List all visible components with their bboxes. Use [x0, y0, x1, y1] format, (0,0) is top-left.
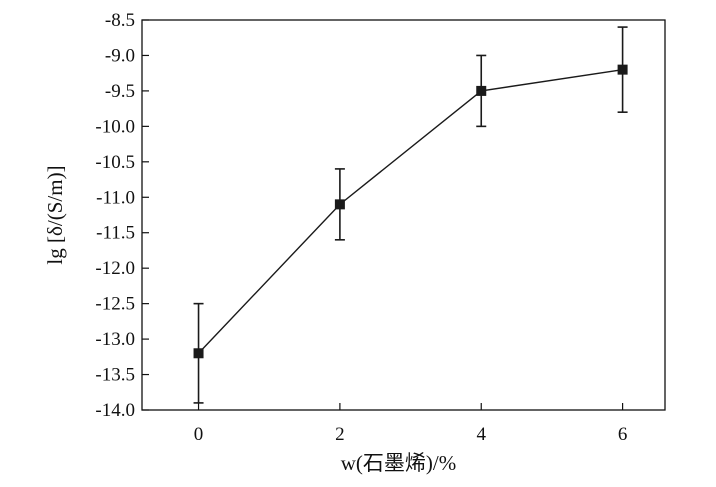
y-axis-ticks: -8.5 -9.0 -9.5 -10.0 -10.5 -11.0 -11.5 -12.0 -12… — [95, 10, 149, 421]
y-axis-label: lg [δ/(S/m)] — [43, 165, 67, 264]
data-line — [198, 68, 623, 354]
error-bars — [193, 26, 628, 404]
data-point — [334, 199, 345, 210]
y-tick-label: -11.5 — [96, 223, 135, 244]
plot-frame — [141, 19, 666, 411]
y-tick-label: -13.0 — [95, 329, 135, 350]
x-tick-label: 6 — [618, 424, 628, 445]
y-tick-label: -8.5 — [105, 10, 135, 31]
y-tick-label: -10.0 — [95, 116, 135, 137]
x-axis-label: w(石墨烯)/% — [341, 451, 456, 475]
data-point — [617, 64, 628, 75]
data-markers — [193, 64, 628, 359]
data-point — [476, 85, 487, 96]
x-axis-ticks: 0 2 4 6 — [194, 403, 628, 445]
x-tick-label: 4 — [476, 424, 486, 445]
y-tick-label: -14.0 — [95, 400, 135, 421]
y-tick-label: -11.0 — [96, 187, 135, 208]
series-line — [198, 68, 623, 354]
y-tick-label: -12.5 — [95, 294, 135, 315]
y-tick-label: -13.5 — [95, 365, 135, 386]
y-tick-label: -9.5 — [105, 81, 135, 102]
data-point — [193, 348, 204, 359]
y-tick-label: -12.0 — [95, 258, 135, 279]
x-tick-label: 2 — [335, 424, 345, 445]
x-tick-label: 0 — [194, 424, 204, 445]
y-tick-label: -10.5 — [95, 152, 135, 173]
y-tick-label: -9.0 — [105, 45, 135, 66]
